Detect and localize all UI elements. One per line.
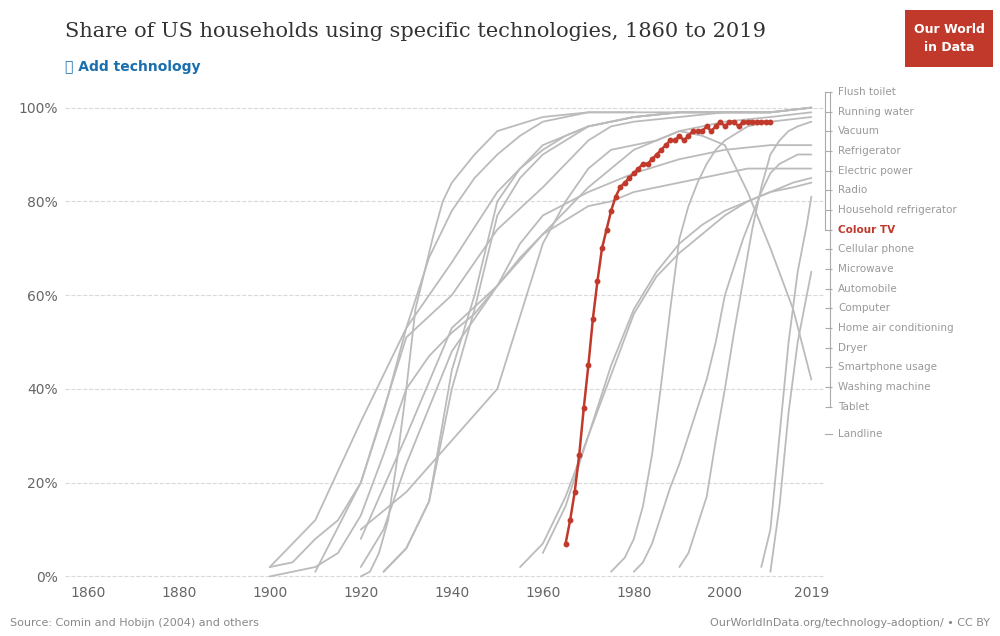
Text: Household refrigerator: Household refrigerator xyxy=(838,205,957,215)
Text: Dryer: Dryer xyxy=(838,343,867,352)
Text: Our World
in Data: Our World in Data xyxy=(914,23,984,53)
Text: Flush toilet: Flush toilet xyxy=(838,87,896,97)
Text: ➕ Add technology: ➕ Add technology xyxy=(65,60,200,74)
Text: Running water: Running water xyxy=(838,107,914,116)
Text: Source: Comin and Hobijn (2004) and others: Source: Comin and Hobijn (2004) and othe… xyxy=(10,618,259,628)
Text: Vacuum: Vacuum xyxy=(838,127,880,136)
Text: Cellular phone: Cellular phone xyxy=(838,244,914,254)
Text: OurWorldInData.org/technology-adoption/ • CC BY: OurWorldInData.org/technology-adoption/ … xyxy=(710,618,990,628)
Text: Microwave: Microwave xyxy=(838,264,893,274)
Text: Computer: Computer xyxy=(838,303,890,313)
Text: Washing machine: Washing machine xyxy=(838,382,930,392)
Text: Tablet: Tablet xyxy=(838,401,869,411)
Text: Smartphone usage: Smartphone usage xyxy=(838,362,937,372)
Text: Landline: Landline xyxy=(838,429,882,439)
Text: Home air conditioning: Home air conditioning xyxy=(838,323,954,333)
Text: Automobile: Automobile xyxy=(838,284,898,294)
Text: Radio: Radio xyxy=(838,185,867,195)
Text: Colour TV: Colour TV xyxy=(838,225,895,235)
Text: Share of US households using specific technologies, 1860 to 2019: Share of US households using specific te… xyxy=(65,22,766,41)
Text: Electric power: Electric power xyxy=(838,165,912,176)
Text: Refrigerator: Refrigerator xyxy=(838,146,901,156)
